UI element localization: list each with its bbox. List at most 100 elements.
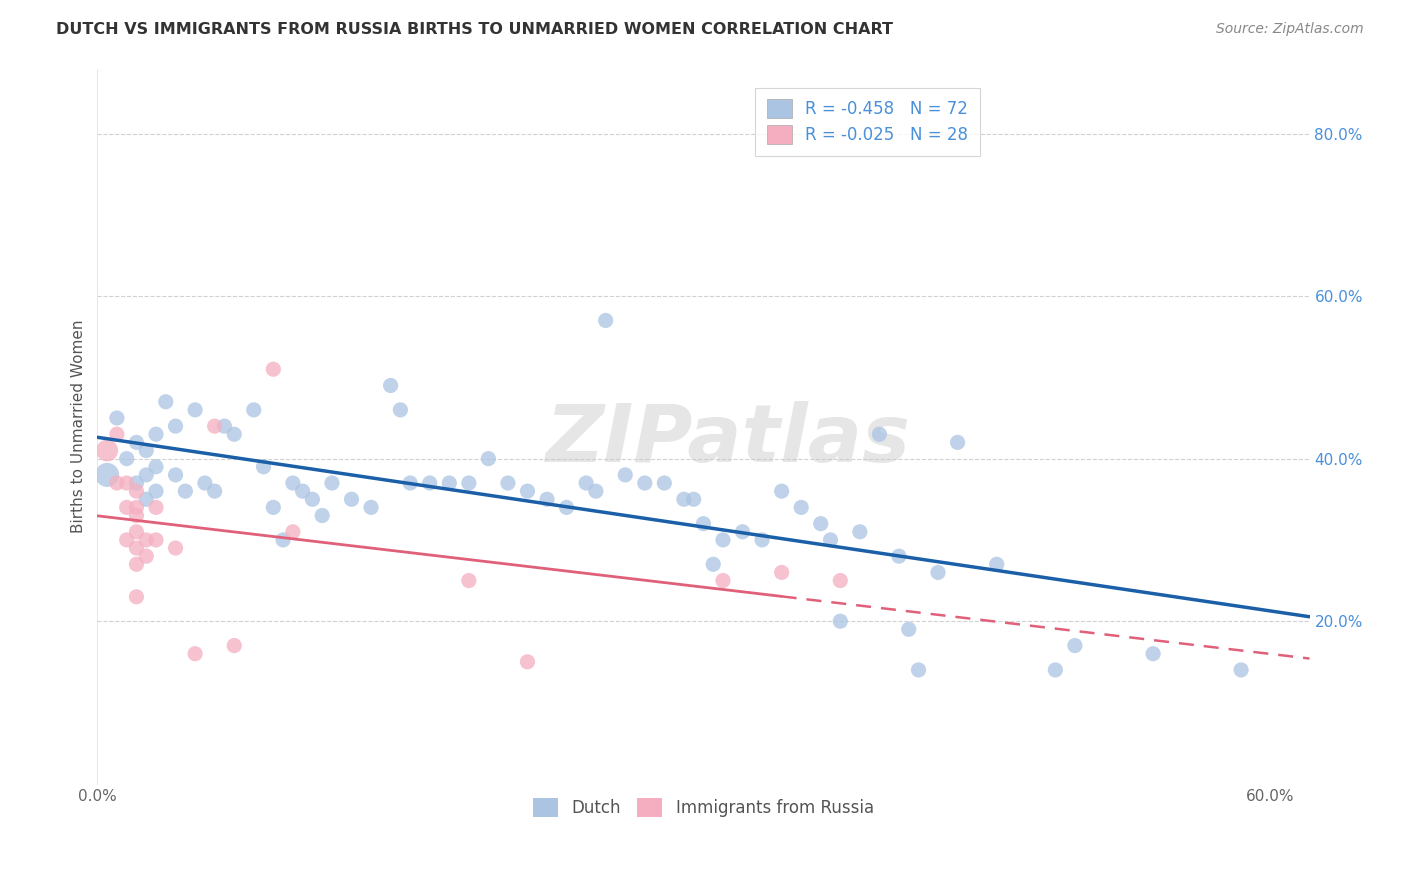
Point — [262, 362, 284, 376]
Point — [1064, 639, 1087, 653]
Point — [887, 549, 910, 564]
Text: Source: ZipAtlas.com: Source: ZipAtlas.com — [1216, 22, 1364, 37]
Point — [496, 476, 519, 491]
Point — [291, 484, 314, 499]
Point — [184, 402, 207, 417]
Point — [115, 533, 138, 547]
Point — [516, 655, 538, 669]
Point — [125, 476, 148, 491]
Point — [135, 492, 157, 507]
Point — [125, 500, 148, 515]
Point — [115, 500, 138, 515]
Point — [810, 516, 832, 531]
Point — [439, 476, 461, 491]
Point — [105, 476, 128, 491]
Point — [457, 476, 479, 491]
Point — [399, 476, 422, 491]
Point — [986, 558, 1008, 572]
Point — [145, 427, 167, 442]
Point — [214, 419, 236, 434]
Point — [830, 574, 852, 588]
Point — [682, 492, 704, 507]
Point — [252, 459, 274, 474]
Text: DUTCH VS IMMIGRANTS FROM RUSSIA BIRTHS TO UNMARRIED WOMEN CORRELATION CHART: DUTCH VS IMMIGRANTS FROM RUSSIA BIRTHS T… — [56, 22, 893, 37]
Point — [105, 411, 128, 425]
Point — [155, 394, 177, 409]
Point — [516, 484, 538, 499]
Point — [575, 476, 598, 491]
Point — [125, 590, 148, 604]
Point — [614, 467, 637, 482]
Point — [242, 402, 264, 417]
Point — [457, 574, 479, 588]
Point — [145, 500, 167, 515]
Point — [125, 524, 148, 539]
Point — [770, 566, 793, 580]
Point — [115, 476, 138, 491]
Point — [731, 524, 754, 539]
Point — [135, 443, 157, 458]
Point — [224, 639, 246, 653]
Point — [135, 549, 157, 564]
Point — [262, 500, 284, 515]
Point — [125, 508, 148, 523]
Point — [145, 533, 167, 547]
Point — [555, 500, 578, 515]
Point — [585, 484, 607, 499]
Point — [360, 500, 382, 515]
Point — [105, 427, 128, 442]
Point — [634, 476, 657, 491]
Point — [204, 484, 226, 499]
Point — [115, 451, 138, 466]
Point — [271, 533, 294, 547]
Text: ZIPatlas: ZIPatlas — [546, 401, 910, 479]
Point — [165, 419, 187, 434]
Point — [184, 647, 207, 661]
Point — [340, 492, 363, 507]
Point — [897, 623, 920, 637]
Point — [477, 451, 499, 466]
Point — [96, 467, 118, 482]
Point — [868, 427, 890, 442]
Point — [301, 492, 323, 507]
Point — [711, 533, 734, 547]
Point — [135, 467, 157, 482]
Point — [790, 500, 813, 515]
Point — [389, 402, 412, 417]
Point — [751, 533, 773, 547]
Y-axis label: Births to Unmarried Women: Births to Unmarried Women — [72, 319, 86, 533]
Point — [927, 566, 949, 580]
Point — [125, 558, 148, 572]
Point — [224, 427, 246, 442]
Point — [770, 484, 793, 499]
Point — [204, 419, 226, 434]
Point — [711, 574, 734, 588]
Point — [946, 435, 969, 450]
Point — [311, 508, 333, 523]
Point — [174, 484, 197, 499]
Point — [165, 541, 187, 555]
Point — [281, 476, 304, 491]
Point — [702, 558, 724, 572]
Point — [536, 492, 558, 507]
Point — [595, 313, 617, 327]
Point — [194, 476, 217, 491]
Legend: Dutch, Immigrants from Russia: Dutch, Immigrants from Russia — [524, 789, 882, 825]
Point — [1045, 663, 1067, 677]
Point — [321, 476, 343, 491]
Point — [125, 541, 148, 555]
Point — [1142, 647, 1164, 661]
Point — [820, 533, 842, 547]
Point — [1230, 663, 1253, 677]
Point — [145, 459, 167, 474]
Point — [849, 524, 872, 539]
Point — [652, 476, 675, 491]
Point — [692, 516, 714, 531]
Point — [830, 614, 852, 628]
Point — [145, 484, 167, 499]
Point — [96, 443, 118, 458]
Point — [165, 467, 187, 482]
Point — [125, 484, 148, 499]
Point — [907, 663, 929, 677]
Point — [419, 476, 441, 491]
